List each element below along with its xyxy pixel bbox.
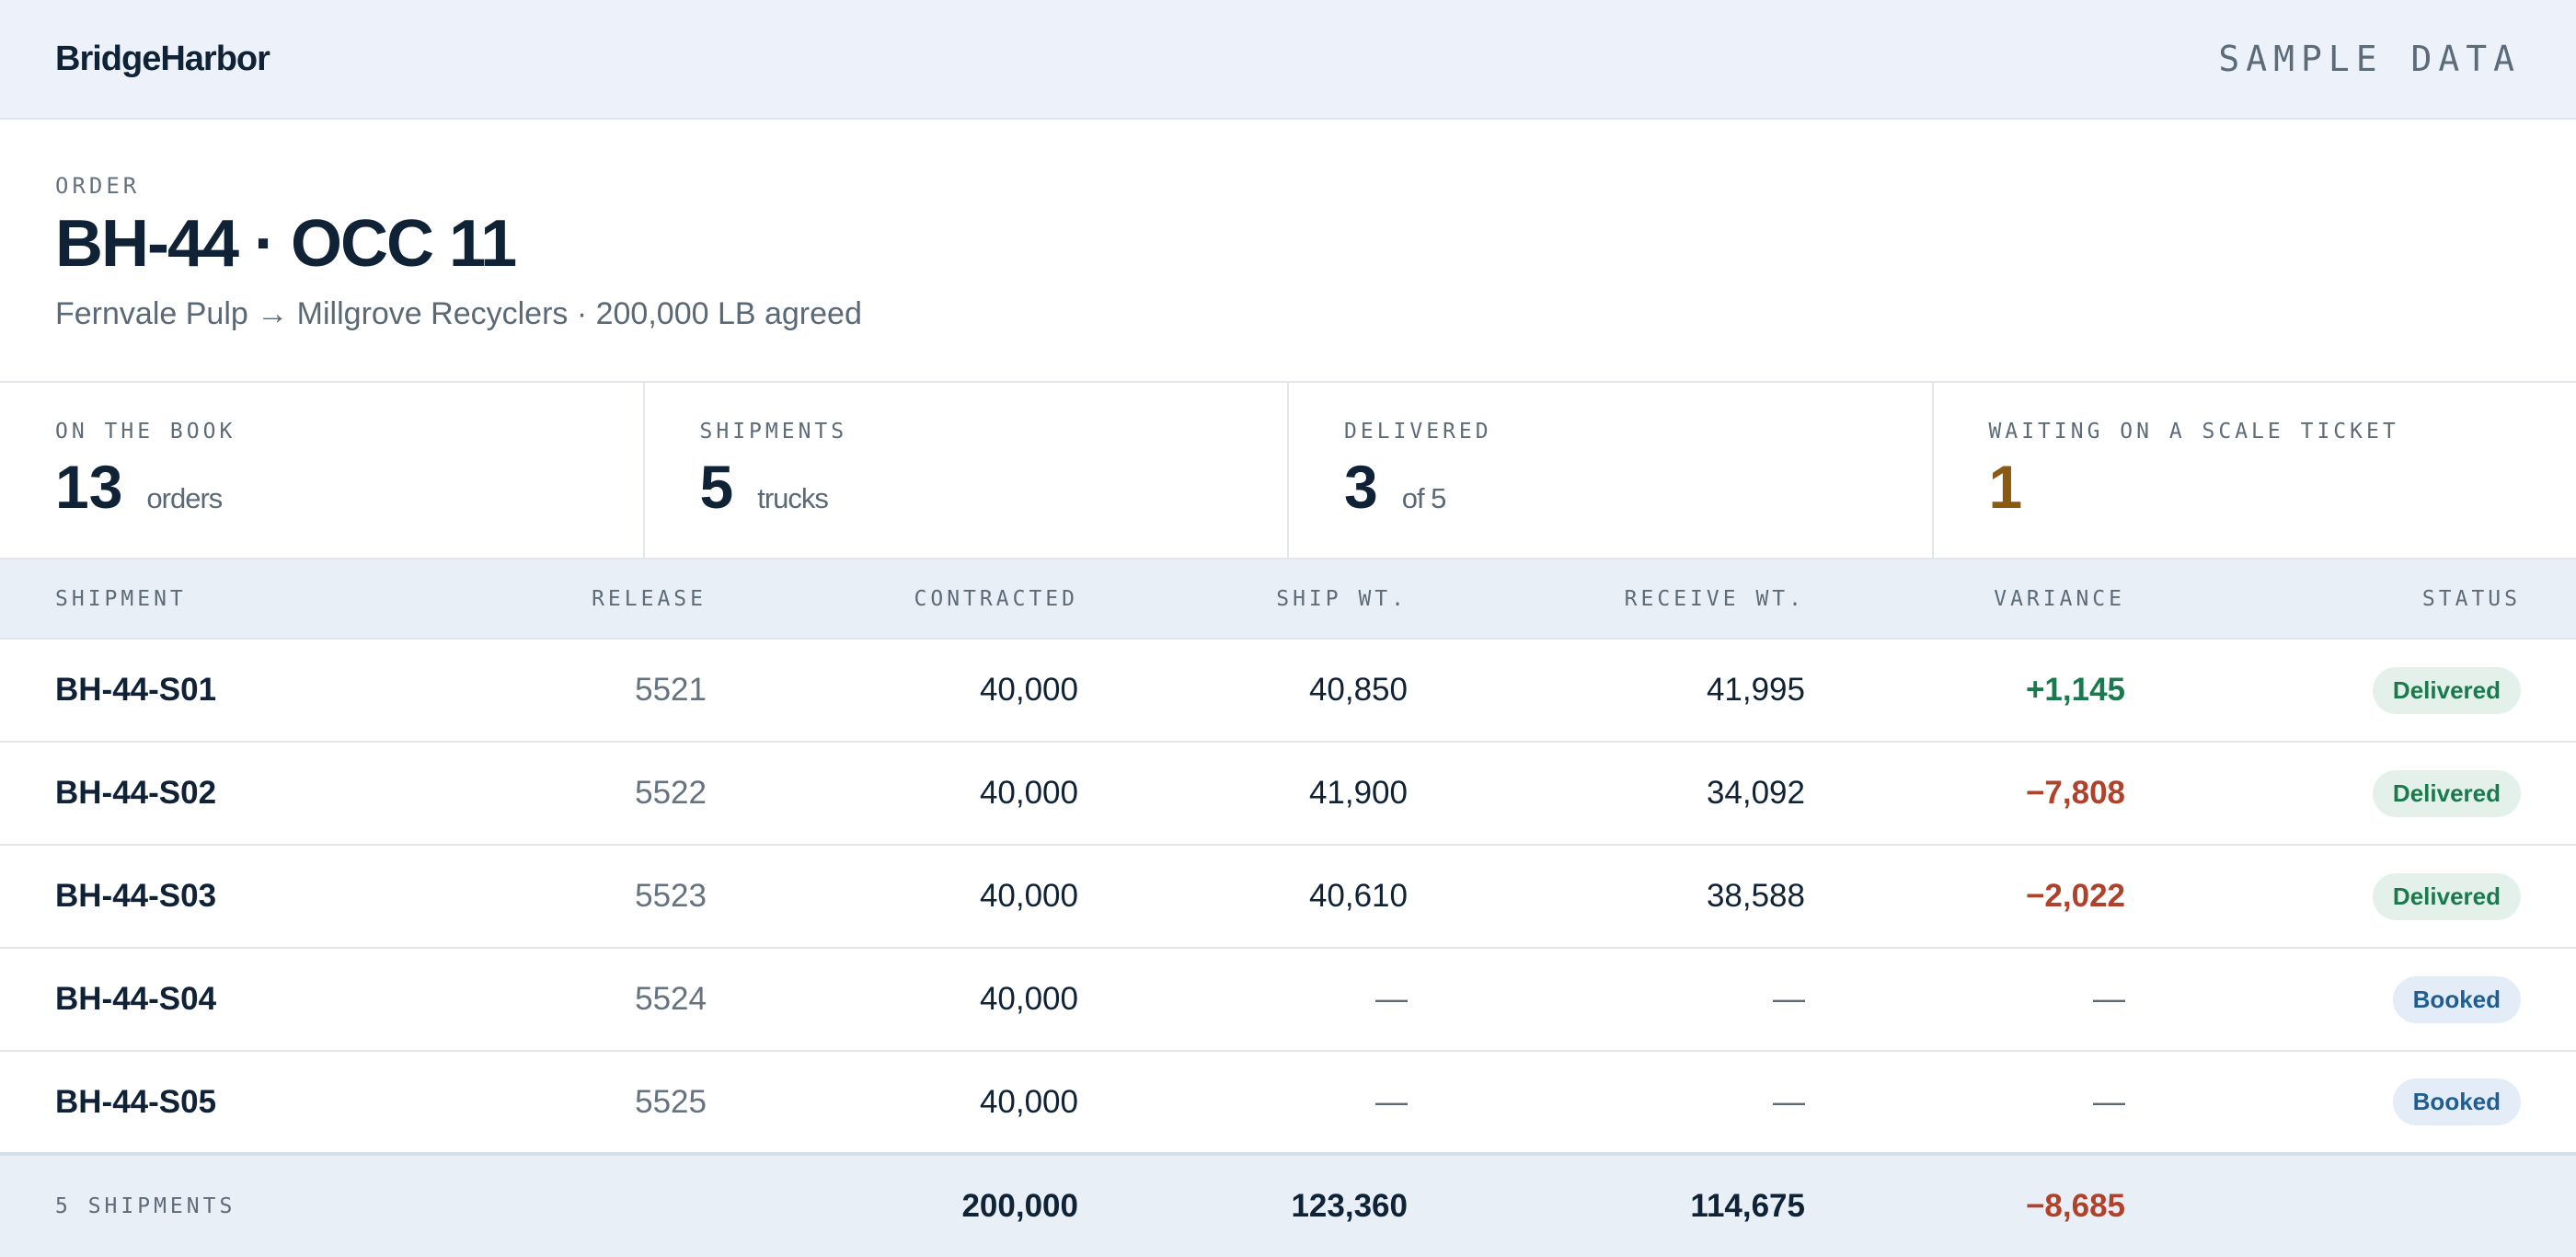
order-header: ORDER BH-44 · OCC 11 Fernvale Pulp → Mil… bbox=[0, 120, 2576, 383]
totals-status-empty bbox=[2125, 1154, 2576, 1257]
variance: +1,145 bbox=[1805, 639, 2125, 742]
stat-delivered: DELIVERED 3 of 5 bbox=[1289, 383, 1934, 558]
column-header-receive-wt[interactable]: RECEIVE WT. bbox=[1408, 559, 1805, 639]
order-title: BH-44 · OCC 11 bbox=[55, 210, 2521, 280]
totals-receive-weight: 114,675 bbox=[1408, 1154, 1805, 1257]
ship-weight: 40,610 bbox=[1078, 845, 1408, 948]
table-row[interactable]: BH-44-S02 5522 40,000 41,900 34,092 −7,8… bbox=[0, 742, 2576, 845]
shipment-id[interactable]: BH-44-S04 bbox=[0, 948, 460, 1051]
stats-bar: ON THE BOOK 13 orders SHIPMENTS 5 trucks… bbox=[0, 383, 2576, 559]
totals-contracted: 200,000 bbox=[707, 1154, 1078, 1257]
shipment-id[interactable]: BH-44-S02 bbox=[0, 742, 460, 845]
status-cell: Delivered bbox=[2125, 845, 2576, 948]
variance: −7,808 bbox=[1805, 742, 2125, 845]
status-badge: Delivered bbox=[2373, 873, 2521, 920]
stat-label: DELIVERED bbox=[1344, 420, 1877, 444]
stat-label: ON THE BOOK bbox=[55, 420, 588, 444]
totals-ship-weight: 123,360 bbox=[1078, 1154, 1408, 1257]
variance: −2,022 bbox=[1805, 845, 2125, 948]
sample-data-label: SAMPLE DATA bbox=[2218, 39, 2521, 79]
stat-value: 5 bbox=[700, 456, 734, 517]
status-badge: Booked bbox=[2393, 976, 2521, 1023]
status-badge: Booked bbox=[2393, 1078, 2521, 1125]
brand-logo[interactable]: BridgeHarbor bbox=[55, 40, 270, 79]
column-header-contracted[interactable]: CONTRACTED bbox=[707, 559, 1078, 639]
status-cell: Booked bbox=[2125, 1051, 2576, 1154]
column-header-release[interactable]: RELEASE bbox=[460, 559, 707, 639]
column-header-status[interactable]: STATUS bbox=[2125, 559, 2576, 639]
shipment-id[interactable]: BH-44-S01 bbox=[0, 639, 460, 742]
top-bar: BridgeHarbor SAMPLE DATA bbox=[0, 0, 2576, 120]
release-number: 5525 bbox=[460, 1051, 707, 1154]
stat-unit: orders bbox=[146, 482, 222, 515]
order-subtitle: Fernvale Pulp → Millgrove Recyclers · 20… bbox=[55, 296, 2521, 332]
table-row[interactable]: BH-44-S05 5525 40,000 — — — Booked bbox=[0, 1051, 2576, 1154]
column-header-variance[interactable]: VARIANCE bbox=[1805, 559, 2125, 639]
status-cell: Delivered bbox=[2125, 742, 2576, 845]
receive-weight: 41,995 bbox=[1408, 639, 1805, 742]
contracted-weight: 40,000 bbox=[707, 742, 1078, 845]
release-number: 5521 bbox=[460, 639, 707, 742]
stat-unit: trucks bbox=[757, 482, 828, 515]
release-number: 5523 bbox=[460, 845, 707, 948]
release-number: 5522 bbox=[460, 742, 707, 845]
stat-unit: of 5 bbox=[1402, 482, 1446, 515]
stat-label: SHIPMENTS bbox=[700, 420, 1233, 444]
ship-weight: 41,900 bbox=[1078, 742, 1408, 845]
totals-variance: −8,685 bbox=[1805, 1154, 2125, 1257]
shipment-id[interactable]: BH-44-S03 bbox=[0, 845, 460, 948]
contracted-weight: 40,000 bbox=[707, 948, 1078, 1051]
column-header-ship-wt[interactable]: SHIP WT. bbox=[1078, 559, 1408, 639]
variance: — bbox=[1805, 1051, 2125, 1154]
totals-row: 5 SHIPMENTS 200,000 123,360 114,675 −8,6… bbox=[0, 1154, 2576, 1257]
receive-weight: — bbox=[1408, 948, 1805, 1051]
contracted-weight: 40,000 bbox=[707, 845, 1078, 948]
table-header-row: SHIPMENT RELEASE CONTRACTED SHIP WT. REC… bbox=[0, 559, 2576, 639]
shipment-id[interactable]: BH-44-S05 bbox=[0, 1051, 460, 1154]
column-header-shipment[interactable]: SHIPMENT bbox=[0, 559, 460, 639]
status-badge: Delivered bbox=[2373, 770, 2521, 817]
stat-shipments: SHIPMENTS 5 trucks bbox=[645, 383, 1290, 558]
release-number: 5524 bbox=[460, 948, 707, 1051]
table-row[interactable]: BH-44-S04 5524 40,000 — — — Booked bbox=[0, 948, 2576, 1051]
receive-weight: — bbox=[1408, 1051, 1805, 1154]
totals-release-empty bbox=[460, 1154, 707, 1257]
order-label: ORDER bbox=[55, 173, 2521, 199]
status-cell: Booked bbox=[2125, 948, 2576, 1051]
table-row[interactable]: BH-44-S01 5521 40,000 40,850 41,995 +1,1… bbox=[0, 639, 2576, 742]
ship-weight: 40,850 bbox=[1078, 639, 1408, 742]
table-row[interactable]: BH-44-S03 5523 40,000 40,610 38,588 −2,0… bbox=[0, 845, 2576, 948]
contracted-weight: 40,000 bbox=[707, 1051, 1078, 1154]
stat-waiting-scale-ticket: WAITING ON A SCALE TICKET 1 bbox=[1934, 383, 2576, 558]
stat-value: 1 bbox=[1989, 456, 2023, 517]
shipments-table: SHIPMENT RELEASE CONTRACTED SHIP WT. REC… bbox=[0, 559, 2576, 1257]
contracted-weight: 40,000 bbox=[707, 639, 1078, 742]
variance: — bbox=[1805, 948, 2125, 1051]
totals-label: 5 SHIPMENTS bbox=[0, 1154, 460, 1257]
stat-value: 3 bbox=[1344, 456, 1378, 517]
ship-weight: — bbox=[1078, 1051, 1408, 1154]
status-cell: Delivered bbox=[2125, 639, 2576, 742]
receive-weight: 38,588 bbox=[1408, 845, 1805, 948]
status-badge: Delivered bbox=[2373, 667, 2521, 714]
ship-weight: — bbox=[1078, 948, 1408, 1051]
stat-value: 13 bbox=[55, 456, 122, 517]
receive-weight: 34,092 bbox=[1408, 742, 1805, 845]
stat-on-the-book: ON THE BOOK 13 orders bbox=[0, 383, 645, 558]
stat-label: WAITING ON A SCALE TICKET bbox=[1989, 420, 2522, 444]
